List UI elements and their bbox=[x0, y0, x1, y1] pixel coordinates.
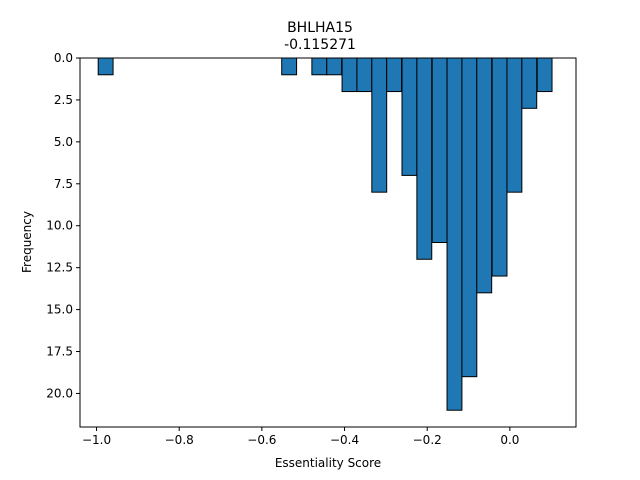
y-tick-label-0: 0.0 bbox=[54, 51, 73, 65]
x-tick-label-2: −0.6 bbox=[247, 433, 276, 447]
histogram-bar-0 bbox=[97, 57, 114, 76]
histogram-bar-7 bbox=[386, 57, 403, 93]
histogram-bar-5 bbox=[356, 57, 373, 93]
histogram-bar-9 bbox=[416, 57, 433, 260]
y-tick-label-8: 20.0 bbox=[46, 386, 73, 400]
x-tick-label-4: −0.2 bbox=[413, 433, 442, 447]
histogram-bar-11 bbox=[446, 57, 463, 411]
histogram-bar-12 bbox=[461, 57, 478, 378]
x-tick-label-3: −0.4 bbox=[330, 433, 359, 447]
y-tick-label-4: 10.0 bbox=[46, 219, 73, 233]
y-tick-label-3: 7.5 bbox=[54, 177, 73, 191]
plot-frame bbox=[79, 57, 577, 428]
histogram-bar-6 bbox=[371, 57, 388, 193]
histogram-bar-17 bbox=[536, 57, 553, 93]
histogram-bar-3 bbox=[326, 57, 343, 76]
x-tick-label-5: 0.0 bbox=[500, 433, 519, 447]
histogram-bar-1 bbox=[281, 57, 298, 76]
y-tick-label-1: 2.5 bbox=[54, 93, 73, 107]
x-axis-label: Essentiality Score bbox=[275, 456, 381, 470]
y-axis-ticks: 0.0 2.5 5.0 7.5 10.0 12.5 15.0 17.5 20.0 bbox=[46, 51, 80, 400]
chart-title: BHLHA15 bbox=[287, 20, 353, 36]
y-tick-label-5: 12.5 bbox=[46, 261, 73, 275]
histogram-bar-14 bbox=[491, 57, 508, 277]
chart-subtitle: -0.115271 bbox=[284, 37, 356, 53]
histogram-bar-8 bbox=[401, 57, 418, 176]
y-axis-label: Frequency bbox=[20, 211, 34, 273]
x-tick-label-0: −1.0 bbox=[82, 433, 111, 447]
histogram-bar-2 bbox=[311, 57, 328, 76]
x-tick-label-1: −0.8 bbox=[165, 433, 194, 447]
y-tick-label-6: 15.0 bbox=[46, 303, 73, 317]
y-tick-label-7: 17.5 bbox=[46, 345, 73, 359]
histogram-bar-15 bbox=[506, 57, 523, 193]
histogram-bar-4 bbox=[341, 57, 358, 93]
histogram-bar-13 bbox=[476, 57, 493, 294]
x-axis-ticks: −1.0 −0.8 −0.6 −0.4 −0.2 0.0 bbox=[82, 427, 519, 447]
histogram-bar-10 bbox=[431, 57, 448, 243]
histogram-bar-16 bbox=[521, 57, 538, 109]
y-tick-label-2: 5.0 bbox=[54, 135, 73, 149]
bars-group bbox=[97, 57, 553, 411]
